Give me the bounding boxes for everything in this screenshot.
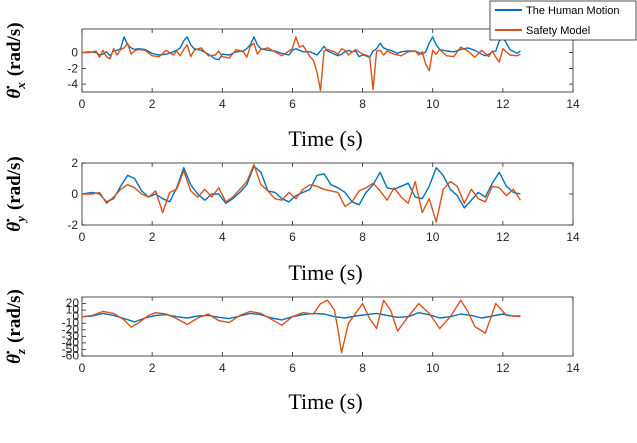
x-tick-label: 12 — [496, 97, 510, 111]
x-tick-label: 6 — [289, 97, 296, 111]
series-line-safety-model — [82, 163, 521, 223]
x-tick-label: 4 — [219, 230, 226, 244]
y-tick-label: -60 — [62, 349, 80, 363]
y-tick-label: -2 — [67, 61, 78, 75]
y-tick-label: -50 — [62, 342, 80, 356]
series-group — [82, 36, 521, 92]
x-tick-label: 14 — [566, 97, 580, 111]
x-tick-label: 4 — [219, 97, 226, 111]
legend: The Human Motion Safety Model — [489, 0, 637, 41]
legend-label-human-motion: The Human Motion — [526, 5, 620, 17]
y-axis-label-subscript: y — [13, 216, 28, 224]
y-tick-label: 0 — [71, 46, 78, 60]
y-axis-label-subscript: z — [13, 348, 28, 355]
axes-box — [81, 162, 574, 226]
y-axis-label: θ̇y (rad/s) — [4, 156, 28, 231]
x-tick-label: 6 — [289, 230, 296, 244]
y-tick-label: -30 — [62, 329, 80, 343]
x-tick-label: 8 — [359, 361, 366, 375]
y-axis-label: θ̇x (rad/s) — [4, 22, 28, 98]
x-tick-label: 8 — [359, 230, 366, 244]
y-axis-label-symbol: θ̇ — [4, 351, 25, 364]
x-axis-label: Time (s) — [288, 260, 362, 285]
x-tick-label: 2 — [149, 230, 156, 244]
y-tick-label: -40 — [62, 335, 80, 349]
series-line-safety-model — [82, 36, 521, 92]
y-tick-label: -20 — [62, 322, 80, 336]
x-tick-label: 10 — [426, 230, 440, 244]
x-axis-label: Time (s) — [288, 389, 362, 414]
series-group — [82, 299, 521, 354]
y-tick-label: -4 — [67, 77, 78, 91]
x-tick-label: 2 — [149, 97, 156, 111]
y-axis-label-symbol: θ̇ — [4, 219, 25, 232]
x-tick-label: 6 — [289, 361, 296, 375]
x-tick-label: 10 — [426, 361, 440, 375]
y-tick-label: 0 — [72, 309, 79, 323]
series-line-human-motion — [82, 36, 521, 61]
legend-label-safety-model: Safety Model — [526, 25, 590, 37]
x-tick-label: 12 — [496, 361, 510, 375]
y-tick-label: 2 — [71, 156, 78, 170]
axes-box — [81, 296, 574, 357]
y-tick-label: -10 — [62, 316, 80, 330]
legend-box — [489, 0, 637, 41]
x-tick-label: 14 — [566, 361, 580, 375]
y-tick-label: 0 — [71, 187, 78, 201]
y-axis-label-unit: (rad/s) — [4, 289, 25, 343]
x-tick-label: 4 — [219, 361, 226, 375]
series-line-safety-model — [82, 299, 521, 354]
y-tick-label: -2 — [67, 218, 78, 232]
y-tick-label: 10 — [66, 303, 80, 317]
x-tick-label: 0 — [79, 97, 86, 111]
x-tick-label: 0 — [79, 230, 86, 244]
x-tick-label: 12 — [496, 230, 510, 244]
y-tick-label: 20 — [66, 296, 80, 310]
x-tick-label: 14 — [566, 230, 580, 244]
x-tick-label: 8 — [359, 97, 366, 111]
x-tick-label: 2 — [149, 361, 156, 375]
y-axis-label-symbol: θ̇ — [4, 86, 25, 99]
y-axis-label-unit: (rad/s) — [4, 156, 25, 210]
x-tick-label: 0 — [79, 361, 86, 375]
y-axis-label: θ̇z (rad/s) — [4, 289, 28, 364]
y-axis-label-unit: (rad/s) — [4, 22, 25, 76]
series-group — [82, 163, 521, 223]
x-axis-label: Time (s) — [288, 126, 362, 151]
x-tick-label: 10 — [426, 97, 440, 111]
y-axis-label-subscript: x — [13, 82, 28, 90]
